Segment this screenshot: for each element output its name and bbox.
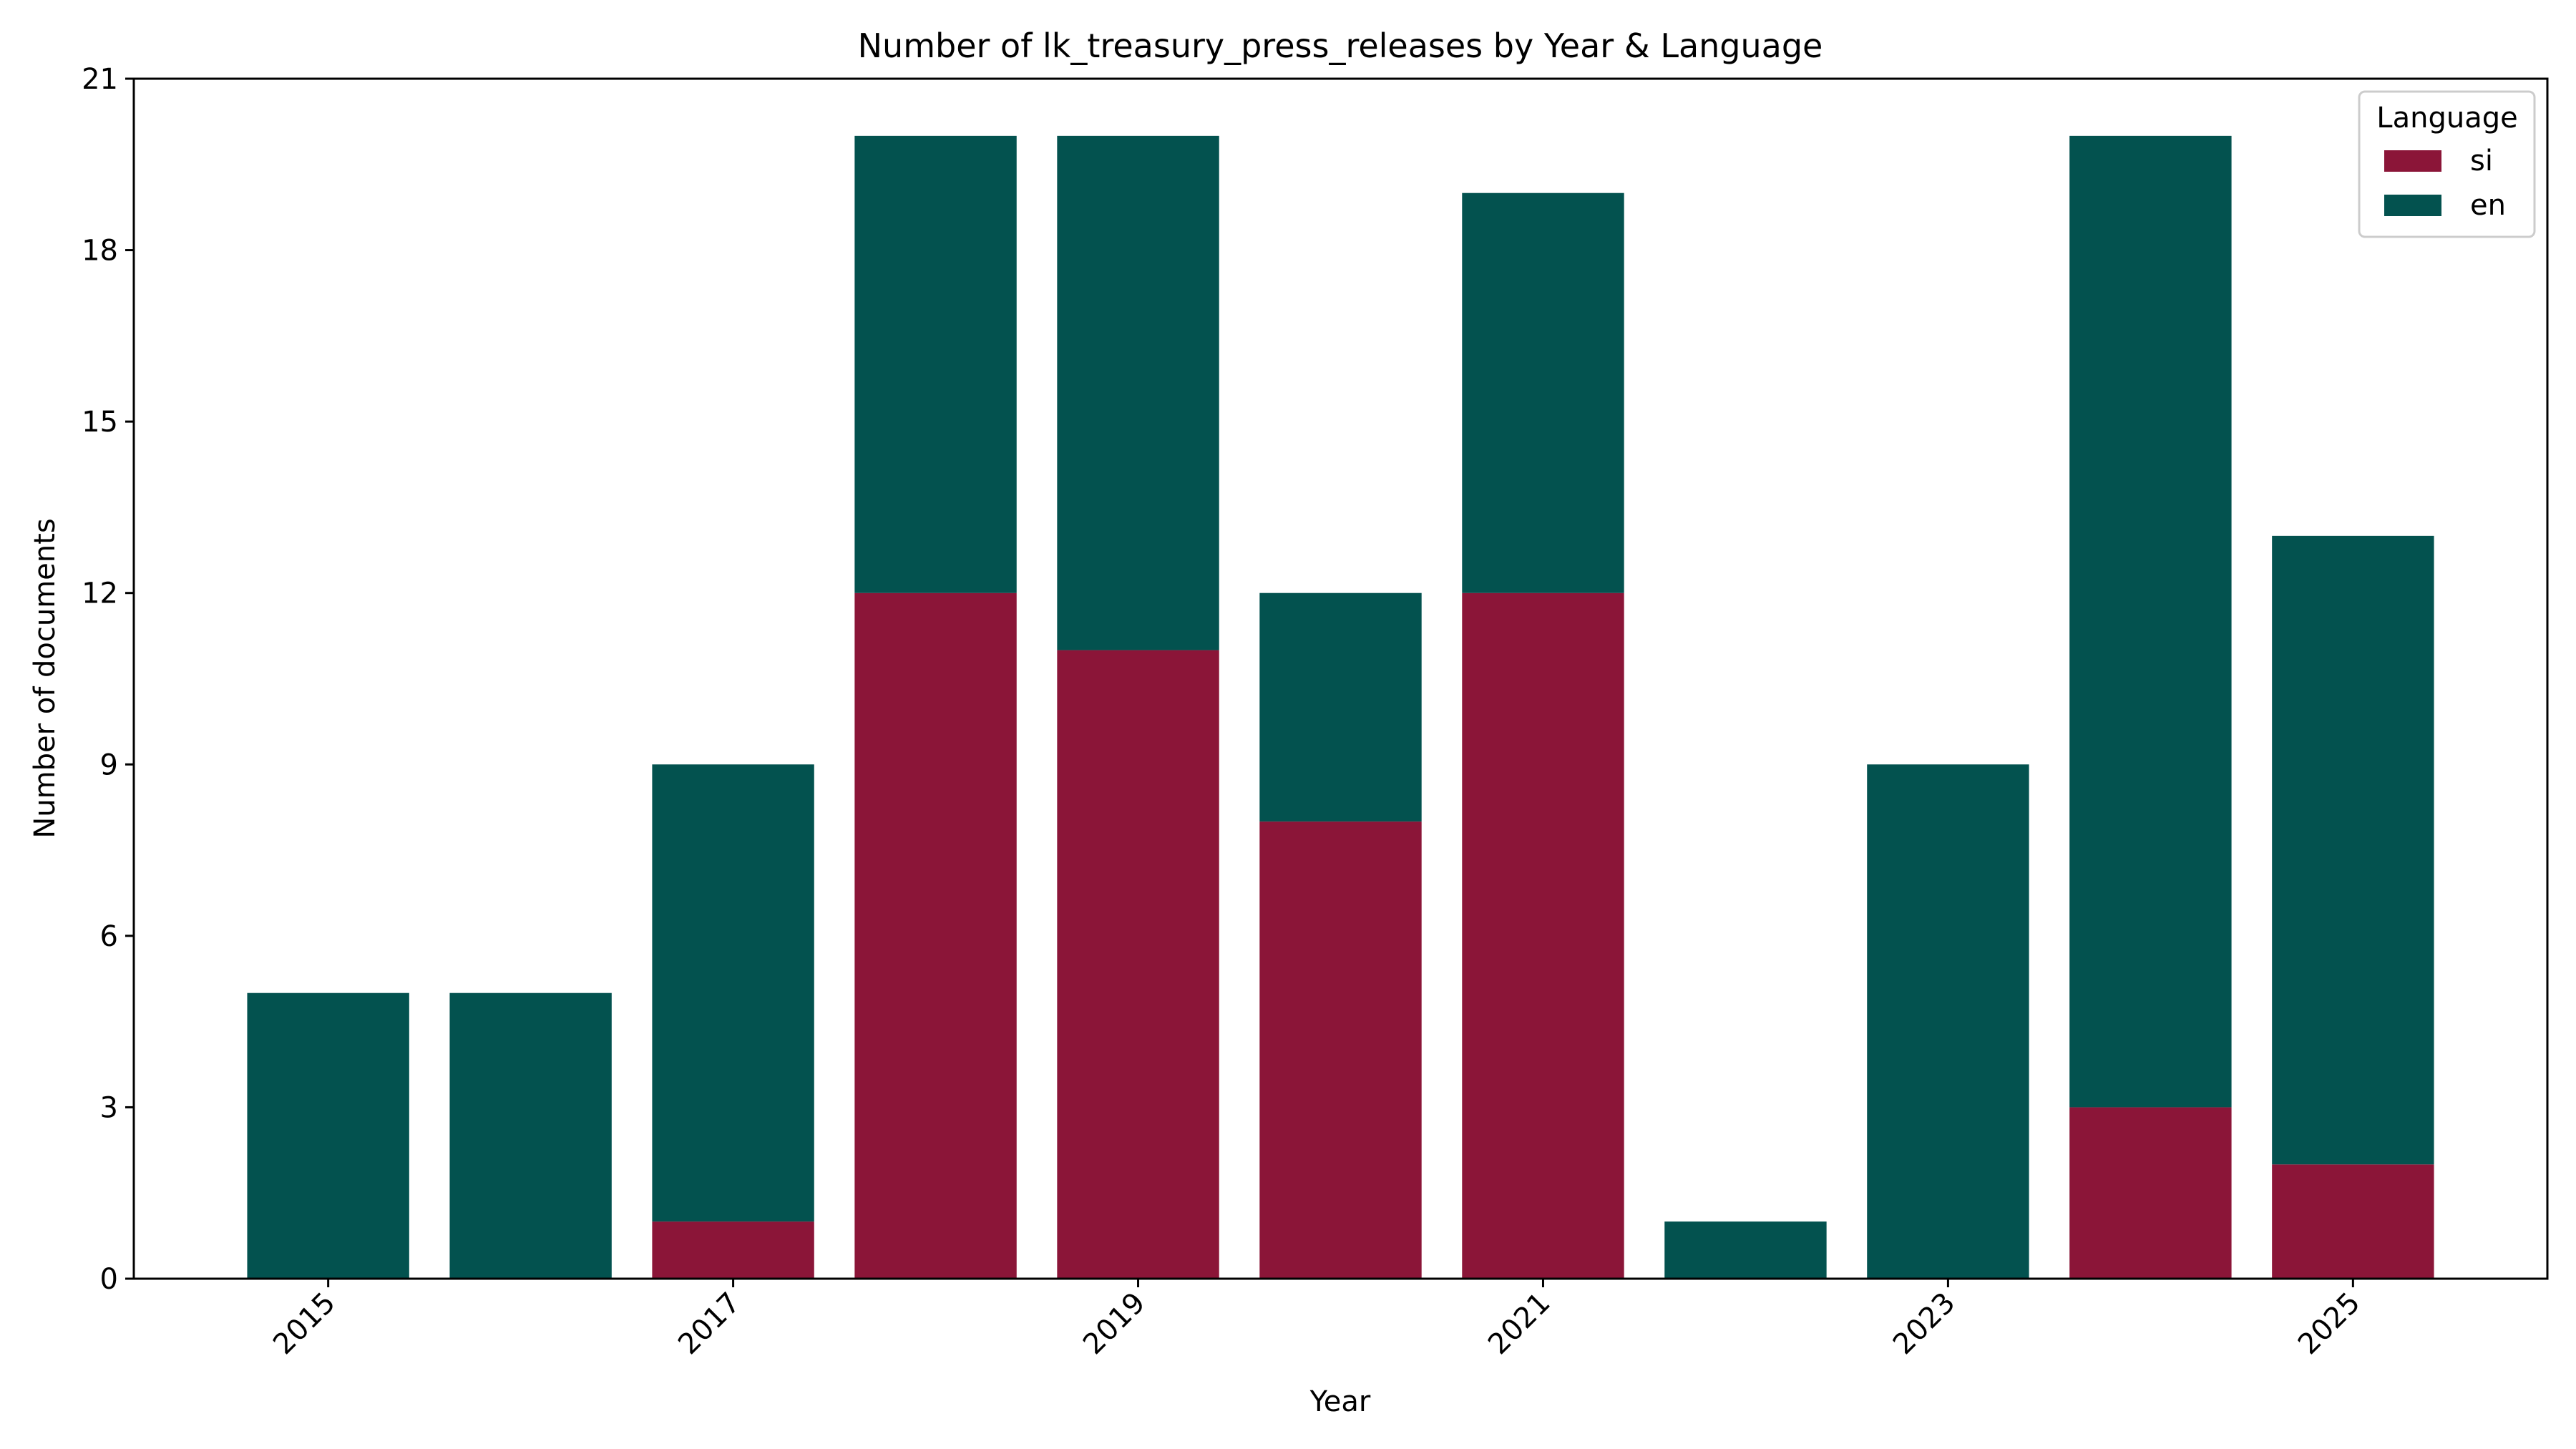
legend: Language si en	[2358, 90, 2536, 238]
bar-en-2016	[449, 992, 612, 1279]
legend-swatch-en	[2384, 195, 2441, 216]
bar-si-2019	[1057, 650, 1219, 1279]
bar-en-2019	[1057, 135, 1219, 650]
x-tick-label: 2015	[267, 1287, 342, 1362]
bar-si-2018	[854, 592, 1017, 1279]
bar-si-2021	[1462, 592, 1624, 1279]
y-tick-label: 3	[100, 1091, 118, 1124]
legend-label-en: en	[2470, 189, 2506, 222]
bar-en-2024	[2069, 135, 2232, 1108]
bar-si-2017	[652, 1221, 814, 1279]
x-axis: 2015 2017 2019 2021 2023 2025	[267, 1279, 2366, 1361]
bar-en-2022	[1664, 1221, 1827, 1279]
y-axis: 0 3 6 9 12 15 18 21	[82, 63, 134, 1296]
bar-en-2017	[652, 764, 814, 1222]
bar-en-2020	[1259, 592, 1422, 822]
x-tick-label: 2021	[1482, 1287, 1557, 1362]
y-tick-label: 6	[100, 920, 118, 953]
x-tick-label: 2019	[1077, 1287, 1152, 1362]
plot-frame	[132, 77, 2549, 1280]
bar-si-2025	[2272, 1164, 2434, 1279]
x-axis-label: Year	[1309, 1385, 1371, 1418]
bar-en-2021	[1462, 192, 1624, 593]
bar-si-2020	[1259, 821, 1422, 1279]
legend-label-si: si	[2470, 145, 2493, 177]
y-tick-label: 0	[100, 1263, 118, 1296]
x-tick-label: 2023	[1887, 1287, 1962, 1362]
legend-title: Language	[2376, 102, 2517, 135]
legend-swatch-si	[2384, 150, 2441, 172]
y-tick-label: 12	[82, 577, 118, 610]
bar-en-2023	[1867, 764, 2029, 1279]
y-tick-label: 18	[82, 235, 118, 268]
bar-si-2024	[2069, 1107, 2232, 1279]
y-tick-label: 15	[82, 406, 118, 439]
bars-group	[247, 135, 2434, 1279]
x-tick-label: 2025	[2292, 1287, 2367, 1362]
y-axis-label: Number of documents	[29, 518, 62, 838]
x-tick-label: 2017	[672, 1287, 747, 1362]
chart-title: Number of lk_treasury_press_releases by …	[858, 26, 1823, 65]
bar-en-2025	[2272, 535, 2434, 1165]
y-tick-label: 9	[100, 748, 118, 781]
y-tick-label: 21	[82, 63, 118, 96]
bar-en-2018	[854, 135, 1017, 593]
bar-en-2015	[247, 992, 409, 1279]
